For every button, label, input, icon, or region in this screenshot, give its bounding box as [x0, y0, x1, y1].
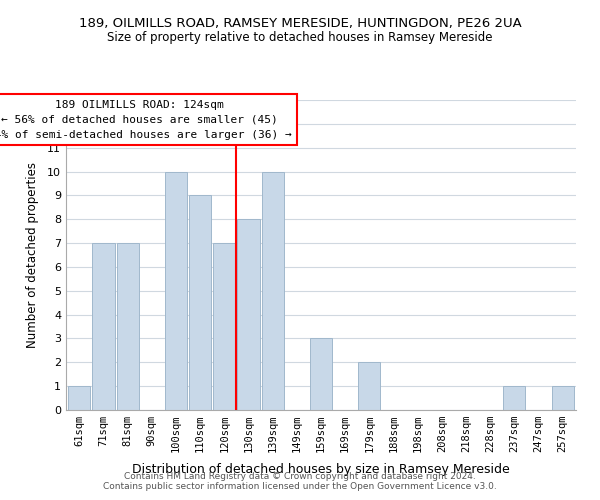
Text: Contains public sector information licensed under the Open Government Licence v3: Contains public sector information licen…: [103, 482, 497, 491]
Bar: [503, 386, 526, 410]
Bar: [213, 243, 235, 410]
Bar: [238, 219, 260, 410]
Text: 189 OILMILLS ROAD: 124sqm
← 56% of detached houses are smaller (45)
44% of semi-: 189 OILMILLS ROAD: 124sqm ← 56% of detac…: [0, 100, 292, 140]
Bar: [165, 172, 187, 410]
Text: Size of property relative to detached houses in Ramsey Mereside: Size of property relative to detached ho…: [107, 31, 493, 44]
Text: Contains HM Land Registry data © Crown copyright and database right 2024.: Contains HM Land Registry data © Crown c…: [124, 472, 476, 481]
Bar: [92, 243, 115, 410]
Bar: [358, 362, 380, 410]
Bar: [310, 338, 332, 410]
Bar: [262, 172, 284, 410]
Bar: [551, 386, 574, 410]
Bar: [189, 196, 211, 410]
Y-axis label: Number of detached properties: Number of detached properties: [26, 162, 38, 348]
Bar: [116, 243, 139, 410]
X-axis label: Distribution of detached houses by size in Ramsey Mereside: Distribution of detached houses by size …: [132, 464, 510, 476]
Text: 189, OILMILLS ROAD, RAMSEY MERESIDE, HUNTINGDON, PE26 2UA: 189, OILMILLS ROAD, RAMSEY MERESIDE, HUN…: [79, 18, 521, 30]
Bar: [68, 386, 91, 410]
